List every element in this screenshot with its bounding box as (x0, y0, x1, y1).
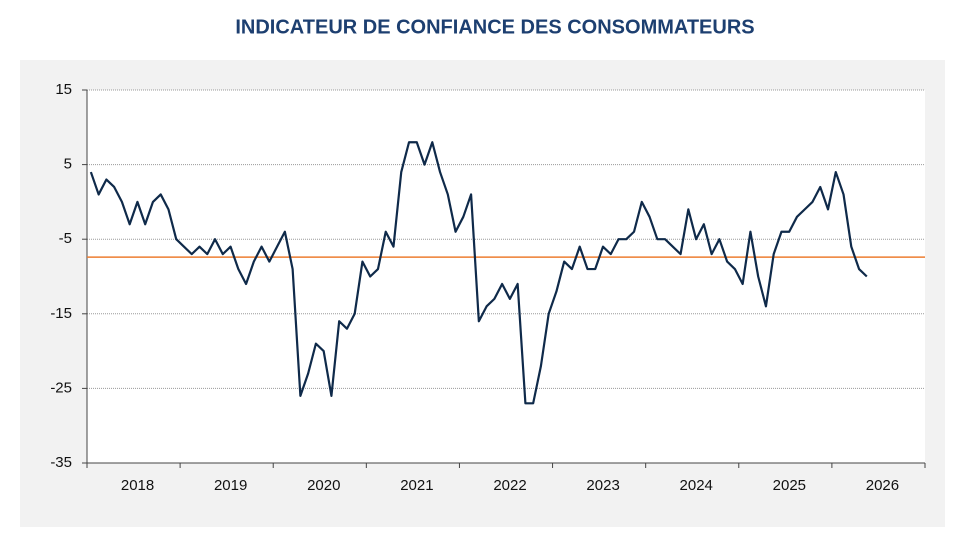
x-tick-label: 2026 (866, 477, 899, 494)
x-tick-label: 2025 (773, 477, 806, 494)
y-tick-label: -35 (50, 454, 72, 471)
x-tick-label: 2021 (400, 477, 433, 494)
data-line (89, 141, 868, 405)
y-tick-label: 15 (55, 81, 72, 98)
y-tick-label: -25 (50, 379, 72, 396)
y-tick-label: 5 (64, 156, 72, 173)
y-tick-label: -5 (59, 230, 72, 247)
x-tick-label: 2019 (214, 477, 247, 494)
plot-area (87, 90, 925, 463)
x-tick-label: 2022 (493, 477, 526, 494)
y-tick-label: -15 (50, 305, 72, 322)
x-tick-label: 2018 (121, 477, 154, 494)
chart-title: INDICATEUR DE CONFIANCE DES CONSOMMATEUR… (235, 16, 754, 38)
x-tick-label: 2020 (307, 477, 340, 494)
x-tick-label: 2023 (586, 477, 619, 494)
x-tick-label: 2024 (680, 477, 713, 494)
